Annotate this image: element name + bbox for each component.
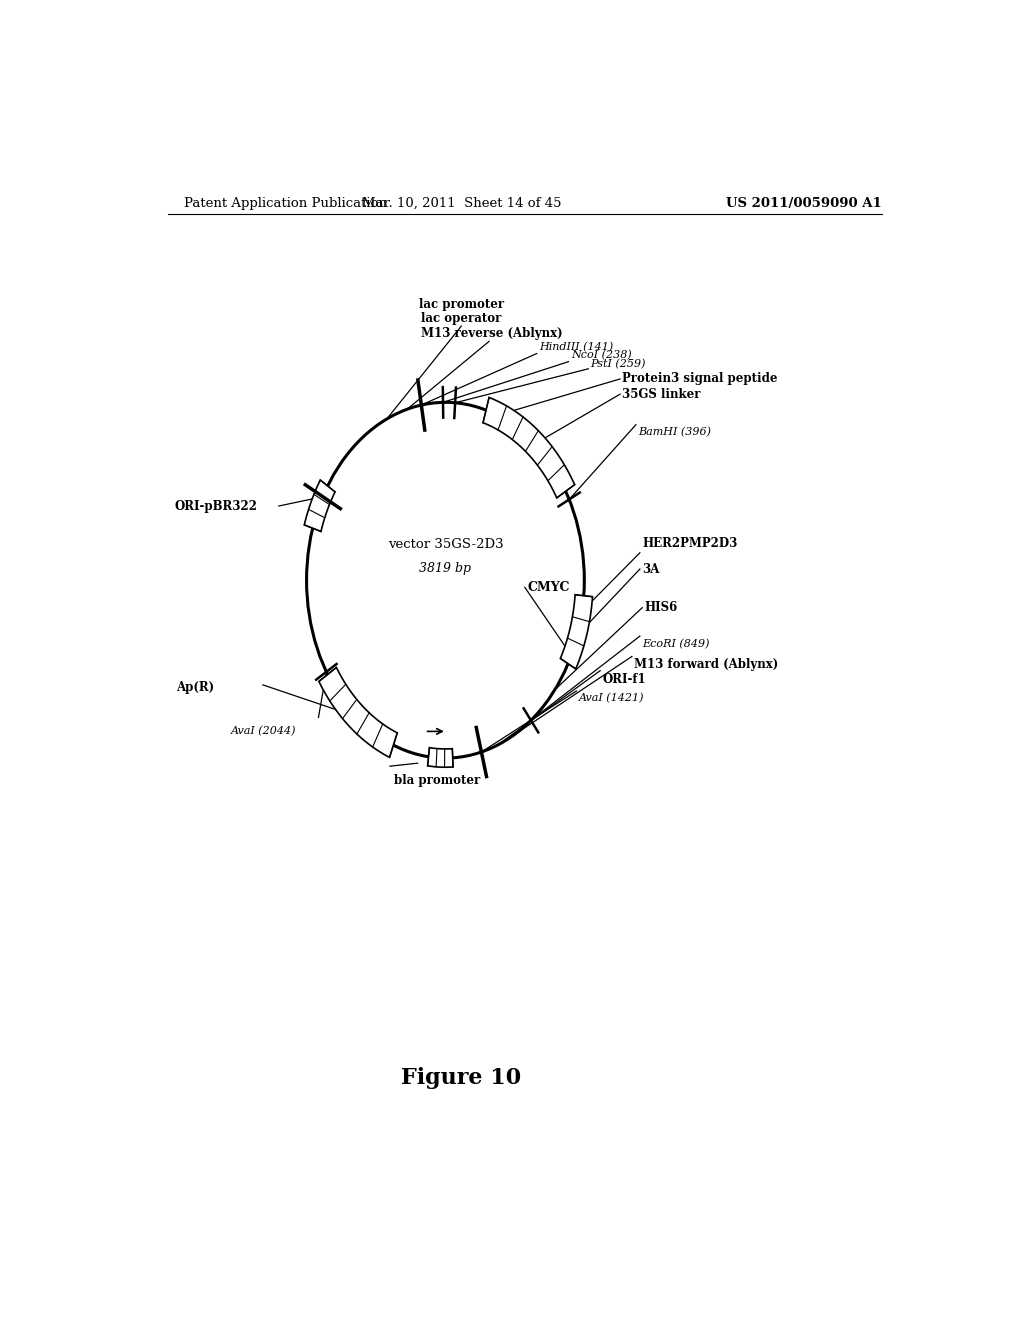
Text: Patent Application Publication: Patent Application Publication [183,197,386,210]
Text: Figure 10: Figure 10 [401,1068,521,1089]
Text: bla promoter: bla promoter [394,775,480,787]
Text: HIS6: HIS6 [645,601,678,614]
Text: HER2PMP2D3: HER2PMP2D3 [642,537,737,549]
Text: HindIII (141): HindIII (141) [539,342,613,352]
Polygon shape [483,397,574,498]
Text: NcoI (238): NcoI (238) [570,350,632,360]
Text: AvaI (1421): AvaI (1421) [579,693,644,704]
Text: M13 forward (Ablynx): M13 forward (Ablynx) [634,659,778,672]
Text: 35GS linker: 35GS linker [623,388,700,401]
Polygon shape [560,595,593,669]
Text: vector 35GS-2D3: vector 35GS-2D3 [388,539,503,552]
Text: M13 reverse (Ablynx): M13 reverse (Ablynx) [421,327,562,341]
Polygon shape [318,668,397,758]
Text: lac operator: lac operator [421,312,502,325]
Text: ORI-pBR322: ORI-pBR322 [174,499,257,512]
Text: PstI (259): PstI (259) [591,359,646,368]
Text: 3A: 3A [642,562,659,576]
Text: 3819 bp: 3819 bp [420,561,471,574]
Text: Protein3 signal peptide: Protein3 signal peptide [623,372,778,385]
Text: ORI-f1: ORI-f1 [602,673,646,685]
Text: EcoRI (849): EcoRI (849) [642,639,710,649]
Text: BamHI (396): BamHI (396) [638,426,712,437]
Text: Mar. 10, 2011  Sheet 14 of 45: Mar. 10, 2011 Sheet 14 of 45 [361,197,561,210]
Polygon shape [428,747,453,767]
Text: US 2011/0059090 A1: US 2011/0059090 A1 [726,197,882,210]
Polygon shape [304,480,335,532]
Text: lac promoter: lac promoter [419,298,504,312]
Text: AvaI (2044): AvaI (2044) [231,726,297,735]
Text: Ap(R): Ap(R) [176,681,214,694]
Text: CMYC: CMYC [527,581,569,594]
